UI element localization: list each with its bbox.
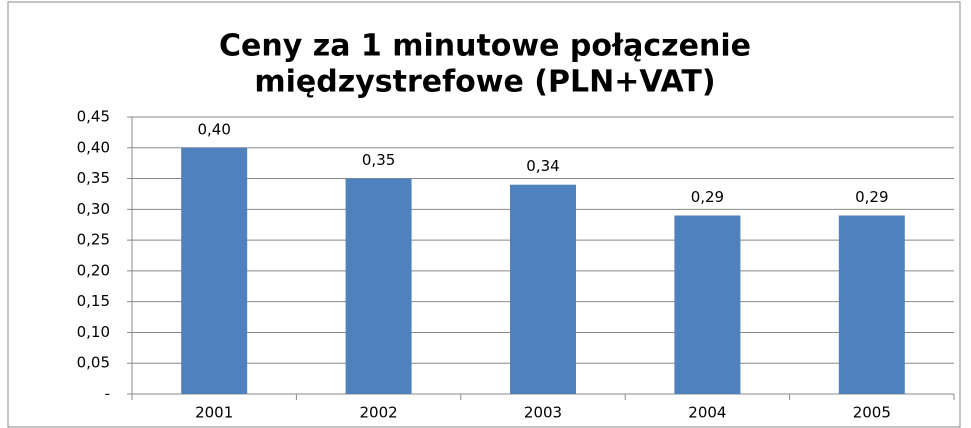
y-tick-label: 0,15 [77, 292, 110, 310]
y-tick-label: 0,35 [77, 169, 110, 187]
data-label: 0,40 [197, 120, 230, 138]
bar [345, 178, 412, 394]
y-tick-label: 0,20 [77, 261, 110, 279]
y-tick-label: 0,30 [77, 200, 110, 218]
chart-title: międzystrefowe (PLN+VAT) [254, 65, 715, 100]
data-label: 0,34 [526, 157, 559, 175]
y-tick-label: 0,40 [77, 138, 110, 156]
data-label: 0,29 [855, 188, 888, 206]
y-tick-label: 0,25 [77, 231, 110, 249]
bar [181, 147, 248, 394]
x-tick-label: 2003 [524, 404, 562, 422]
bar [510, 184, 576, 394]
y-tick-label: 0,05 [77, 354, 110, 372]
x-tick-label: 2002 [360, 404, 398, 422]
data-label: 0,29 [691, 188, 724, 206]
y-tick-label: - [105, 385, 110, 403]
bar [838, 215, 905, 394]
x-tick-label: 2004 [688, 404, 726, 422]
data-label: 0,35 [362, 151, 395, 169]
chart-frame [7, 1, 961, 428]
x-tick-label: 2005 [853, 404, 891, 422]
y-tick-label: 0,10 [77, 323, 110, 341]
chart-title: Ceny za 1 minutowe połączenie [219, 29, 751, 64]
x-tick-label: 2001 [195, 404, 233, 422]
bar [674, 215, 741, 394]
y-tick-label: 0,45 [77, 108, 110, 126]
